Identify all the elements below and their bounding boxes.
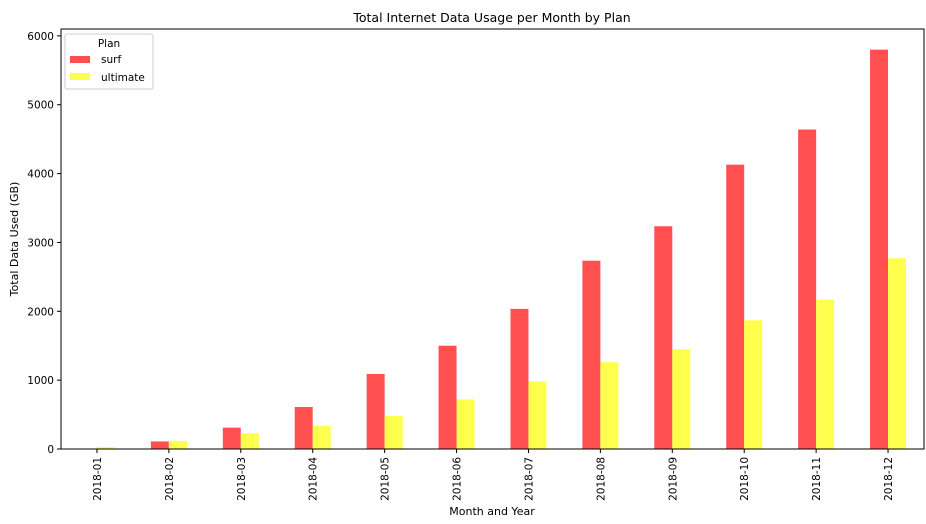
y-tick-label: 6000 (27, 31, 54, 43)
legend-swatch-ultimate (70, 73, 90, 80)
bars-group (78, 49, 907, 449)
y-axis-title: Total Data Used (GB) (8, 182, 21, 298)
bar-ultimate-2018-12 (888, 258, 907, 449)
legend-label-ultimate: ultimate (101, 72, 145, 84)
x-tick-label: 2018-03 (236, 457, 248, 501)
bar-surf-2018-11 (798, 129, 817, 449)
bar-ultimate-2018-02 (168, 440, 187, 449)
bar-ultimate-2018-04 (312, 425, 331, 449)
y-tick-label: 5000 (27, 100, 54, 112)
x-tick-label: 2018-06 (452, 457, 464, 501)
y-tick-label: 3000 (27, 237, 54, 249)
bar-surf-2018-12 (870, 49, 889, 449)
bar-ultimate-2018-07 (528, 381, 547, 449)
bar-surf-2018-10 (726, 164, 745, 449)
x-tick-label: 2018-11 (811, 457, 823, 501)
y-tick-label: 0 (47, 444, 54, 456)
x-tick-label: 2018-07 (523, 457, 535, 501)
x-tick-label: 2018-10 (739, 457, 751, 501)
bar-surf-2018-07 (510, 308, 529, 449)
bar-ultimate-2018-01 (96, 447, 115, 449)
bar-surf-2018-06 (438, 345, 457, 449)
bar-ultimate-2018-10 (744, 320, 763, 449)
legend: Plan surf ultimate (64, 33, 154, 90)
chart-title: Total Internet Data Usage per Month by P… (352, 10, 630, 25)
bar-surf-2018-05 (366, 373, 385, 449)
y-axis: 0 1000 2000 3000 4000 5000 6000 (27, 31, 61, 456)
legend-label-surf: surf (101, 54, 121, 66)
bar-surf-2018-03 (222, 427, 241, 449)
y-tick-label: 1000 (27, 375, 54, 387)
x-tick-label: 2018-04 (308, 457, 320, 501)
bar-ultimate-2018-06 (456, 399, 475, 449)
bar-ultimate-2018-08 (600, 362, 619, 449)
legend-swatch-surf (70, 56, 90, 63)
x-tick-label: 2018-08 (595, 457, 607, 501)
bar-ultimate-2018-03 (240, 433, 259, 449)
bar-ultimate-2018-05 (384, 415, 403, 449)
legend-title: Plan (98, 38, 120, 50)
x-tick-label: 2018-12 (883, 457, 895, 501)
bar-surf-2018-09 (654, 226, 673, 449)
plot-area-frame (60, 28, 925, 450)
x-tick-label: 2018-01 (92, 457, 104, 501)
bar-surf-2018-08 (582, 260, 601, 449)
bar-ultimate-2018-09 (672, 349, 691, 449)
x-axis: 2018-01 2018-02 2018-03 2018-04 2018-05 2018-… (92, 449, 895, 501)
bar-ultimate-2018-11 (816, 299, 835, 449)
bar-surf-2018-04 (294, 407, 313, 449)
y-tick-label: 4000 (27, 169, 54, 181)
x-tick-label: 2018-05 (380, 457, 392, 501)
x-tick-label: 2018-02 (164, 457, 176, 501)
bar-surf-2018-02 (150, 441, 169, 449)
x-axis-title: Month and Year (449, 505, 535, 518)
x-tick-label: 2018-09 (667, 457, 679, 501)
y-tick-label: 2000 (27, 306, 54, 318)
